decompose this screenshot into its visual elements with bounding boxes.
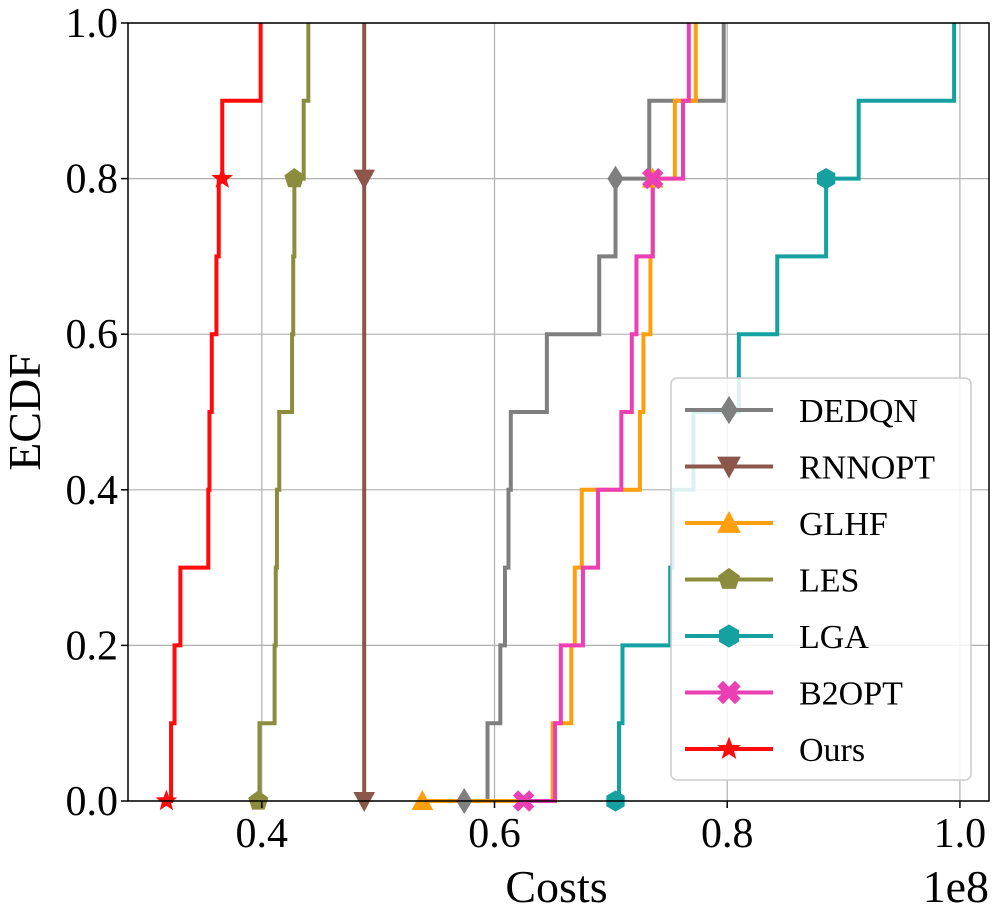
x-axis-offset-label: 1e8 (923, 861, 989, 912)
plot-frame (127, 22, 990, 802)
legend-marker-les (717, 567, 741, 589)
x-tick-label: 1.0 (934, 811, 987, 857)
legend-marker-lga (718, 624, 740, 648)
markers-layer (155, 165, 836, 814)
series-line-dedqn (464, 23, 726, 803)
x-tick-label: 0.8 (701, 811, 754, 857)
legend-marker-dedqn (720, 395, 738, 425)
marker-lga (816, 168, 836, 190)
marker-les (284, 167, 305, 188)
y-axis-label: ECDF (0, 353, 50, 471)
x-tick-label: 0.4 (236, 811, 289, 857)
legend: DEDQN RNNOPT GLHF LES LGA B2OPT Ours (670, 377, 972, 781)
y-tick-label: 0.2 (66, 623, 119, 669)
y-tick-label: 0.0 (66, 779, 119, 825)
legend-label-les: LES (799, 563, 859, 600)
marker-ours (211, 167, 234, 188)
y-tick-label: 0.4 (66, 468, 119, 514)
legend-marker-b2opt (717, 680, 741, 705)
legend-box (670, 377, 972, 781)
x-axis-ticks: 0.4 0.6 0.8 1.0 (236, 801, 987, 857)
y-tick-label: 0.8 (66, 157, 119, 203)
x-axis-label: Costs (505, 861, 607, 912)
y-tick-label: 0.6 (66, 312, 119, 358)
legend-label-b2opt: B2OPT (799, 676, 903, 713)
x-tick-label: 0.6 (468, 811, 521, 857)
legend-label-lga: LGA (799, 619, 869, 656)
series-line-b2opt (523, 23, 691, 803)
legend-marker-ours (717, 736, 741, 760)
marker-ours (155, 789, 178, 811)
legend-label-dedqn: DEDQN (799, 393, 918, 430)
marker-dedqn (607, 165, 624, 192)
legend-label-rnnopt: RNNOPT (799, 450, 935, 487)
marker-les (248, 790, 269, 810)
marker-b2opt (642, 167, 664, 190)
legend-label-ours: Ours (799, 732, 865, 769)
legend-marker-glhf (717, 510, 741, 533)
legend-marker-rnnopt (717, 456, 741, 479)
y-tick-label: 1.0 (66, 1, 119, 47)
series-line-ours (166, 23, 263, 803)
legend-label-glhf: GLHF (799, 506, 888, 543)
series-line-les (257, 23, 311, 803)
y-axis-ticks: 0.0 0.2 0.4 0.6 0.8 1.0 (66, 1, 128, 825)
marker-rnnopt (353, 169, 376, 190)
